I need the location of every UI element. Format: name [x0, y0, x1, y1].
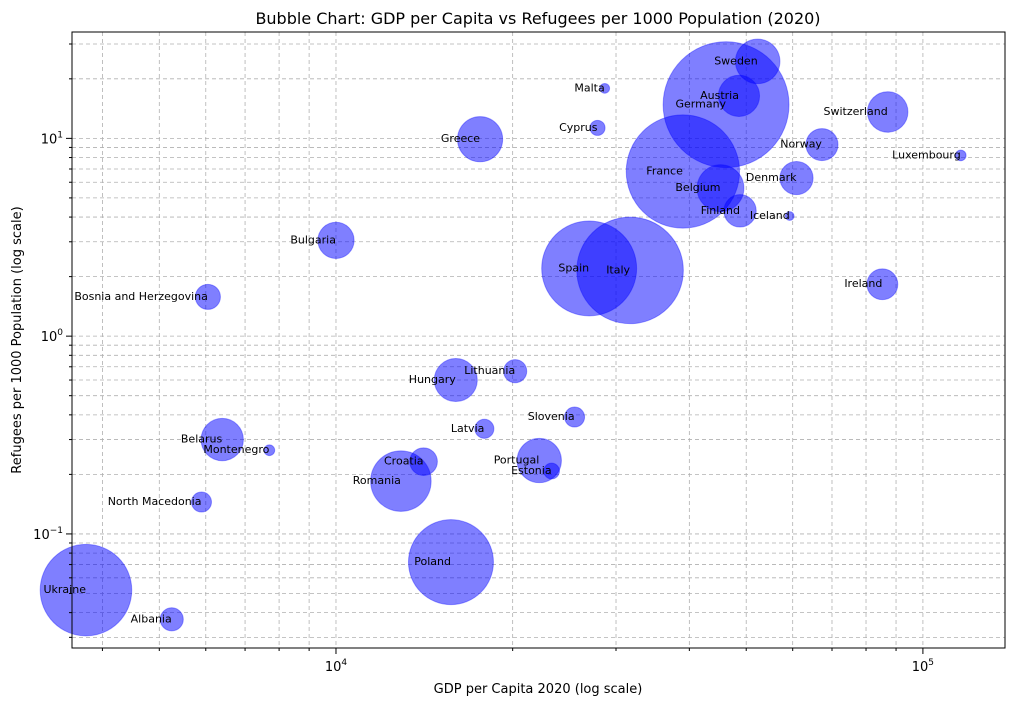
country-label: Finland — [701, 204, 740, 217]
country-label: Ireland — [844, 277, 882, 290]
country-label: Montenegro — [203, 443, 269, 456]
plot-frame — [71, 31, 1006, 649]
bubble-lithuania — [503, 359, 528, 384]
bubble-luxembourg — [954, 149, 967, 162]
country-label: Belarus — [181, 433, 223, 446]
bubble-finland — [723, 194, 757, 228]
country-label: Romania — [353, 474, 401, 487]
chart-title: Bubble Chart: GDP per Capita vs Refugees… — [255, 9, 820, 28]
country-label: Bosnia and Herzegovina — [74, 290, 208, 303]
country-label: Latvia — [451, 422, 485, 435]
country-label: Denmark — [746, 171, 797, 184]
country-label: Malta — [574, 81, 604, 94]
country-label: Slovenia — [528, 410, 575, 423]
country-label: Germany — [676, 98, 727, 111]
country-label: North Macedonia — [108, 495, 202, 508]
bubble-latvia — [474, 418, 495, 439]
country-label: Ukraine — [43, 583, 86, 596]
country-label: Croatia — [384, 455, 424, 468]
bubble-slovenia — [564, 406, 586, 428]
country-label: Bulgaria — [290, 233, 336, 246]
x-axis-label: GDP per Capita 2020 (log scale) — [434, 682, 643, 697]
bubbles — [39, 38, 967, 637]
country-label: Spain — [558, 261, 589, 274]
country-label: Italy — [606, 263, 630, 276]
bubble-hungary — [433, 358, 478, 403]
bubble-bosnia-and-herzegovina — [194, 283, 221, 310]
country-label: Hungary — [409, 373, 456, 386]
bubble-norway — [805, 128, 839, 162]
bubble-poland — [407, 519, 494, 606]
country-label: Sweden — [714, 54, 757, 67]
bubble-greece — [457, 116, 504, 163]
axis-ticks: 104 105 10−1 100 101 — [33, 43, 934, 675]
country-label: Cyprus — [559, 121, 598, 134]
country-label: Poland — [414, 555, 451, 568]
country-label: Greece — [441, 132, 480, 145]
y-tick-label: 10−1 — [33, 526, 63, 543]
bubble-belarus — [200, 417, 244, 462]
country-label: Iceland — [750, 209, 790, 222]
country-label: Austria — [700, 89, 739, 102]
bubble-cyprus — [589, 119, 606, 136]
bubble-spain — [541, 220, 638, 317]
country-label: Luxembourg — [892, 148, 961, 161]
bubble-bulgaria — [317, 221, 355, 259]
y-tick-label: 101 — [41, 130, 63, 147]
bubble-sweden — [734, 38, 781, 85]
grid — [72, 32, 1005, 648]
y-tick-label: 100 — [41, 328, 64, 345]
bubble-iceland — [784, 211, 795, 221]
bubble-north-macedonia — [190, 491, 212, 513]
bubble-ireland — [866, 268, 899, 301]
bubble-croatia — [409, 447, 438, 476]
bubble-switzerland — [866, 91, 909, 133]
bubble-estonia — [543, 462, 560, 480]
x-tick-label: 105 — [912, 658, 934, 675]
bubble-denmark — [779, 160, 814, 196]
y-axis-label: Refugees per 1000 Population (log scale) — [10, 206, 25, 473]
country-label: Estonia — [511, 464, 552, 477]
country-label: Albania — [131, 612, 172, 625]
x-tick-label: 104 — [325, 658, 348, 675]
country-label: France — [646, 164, 683, 177]
bubble-austria — [717, 74, 761, 117]
bubble-ukraine — [39, 543, 133, 637]
country-label: Switzerland — [824, 105, 888, 118]
bubble-albania — [159, 607, 184, 632]
country-labels: Ukraine Albania North Macedonia Bosnia and … — [43, 54, 960, 625]
country-label: Belgium — [675, 181, 720, 194]
country-label: Lithuania — [464, 364, 515, 377]
bubble-malta — [599, 82, 611, 94]
country-label: Norway — [780, 138, 822, 151]
bubble-montenegro — [263, 444, 276, 457]
country-label: Portugal — [494, 454, 540, 467]
